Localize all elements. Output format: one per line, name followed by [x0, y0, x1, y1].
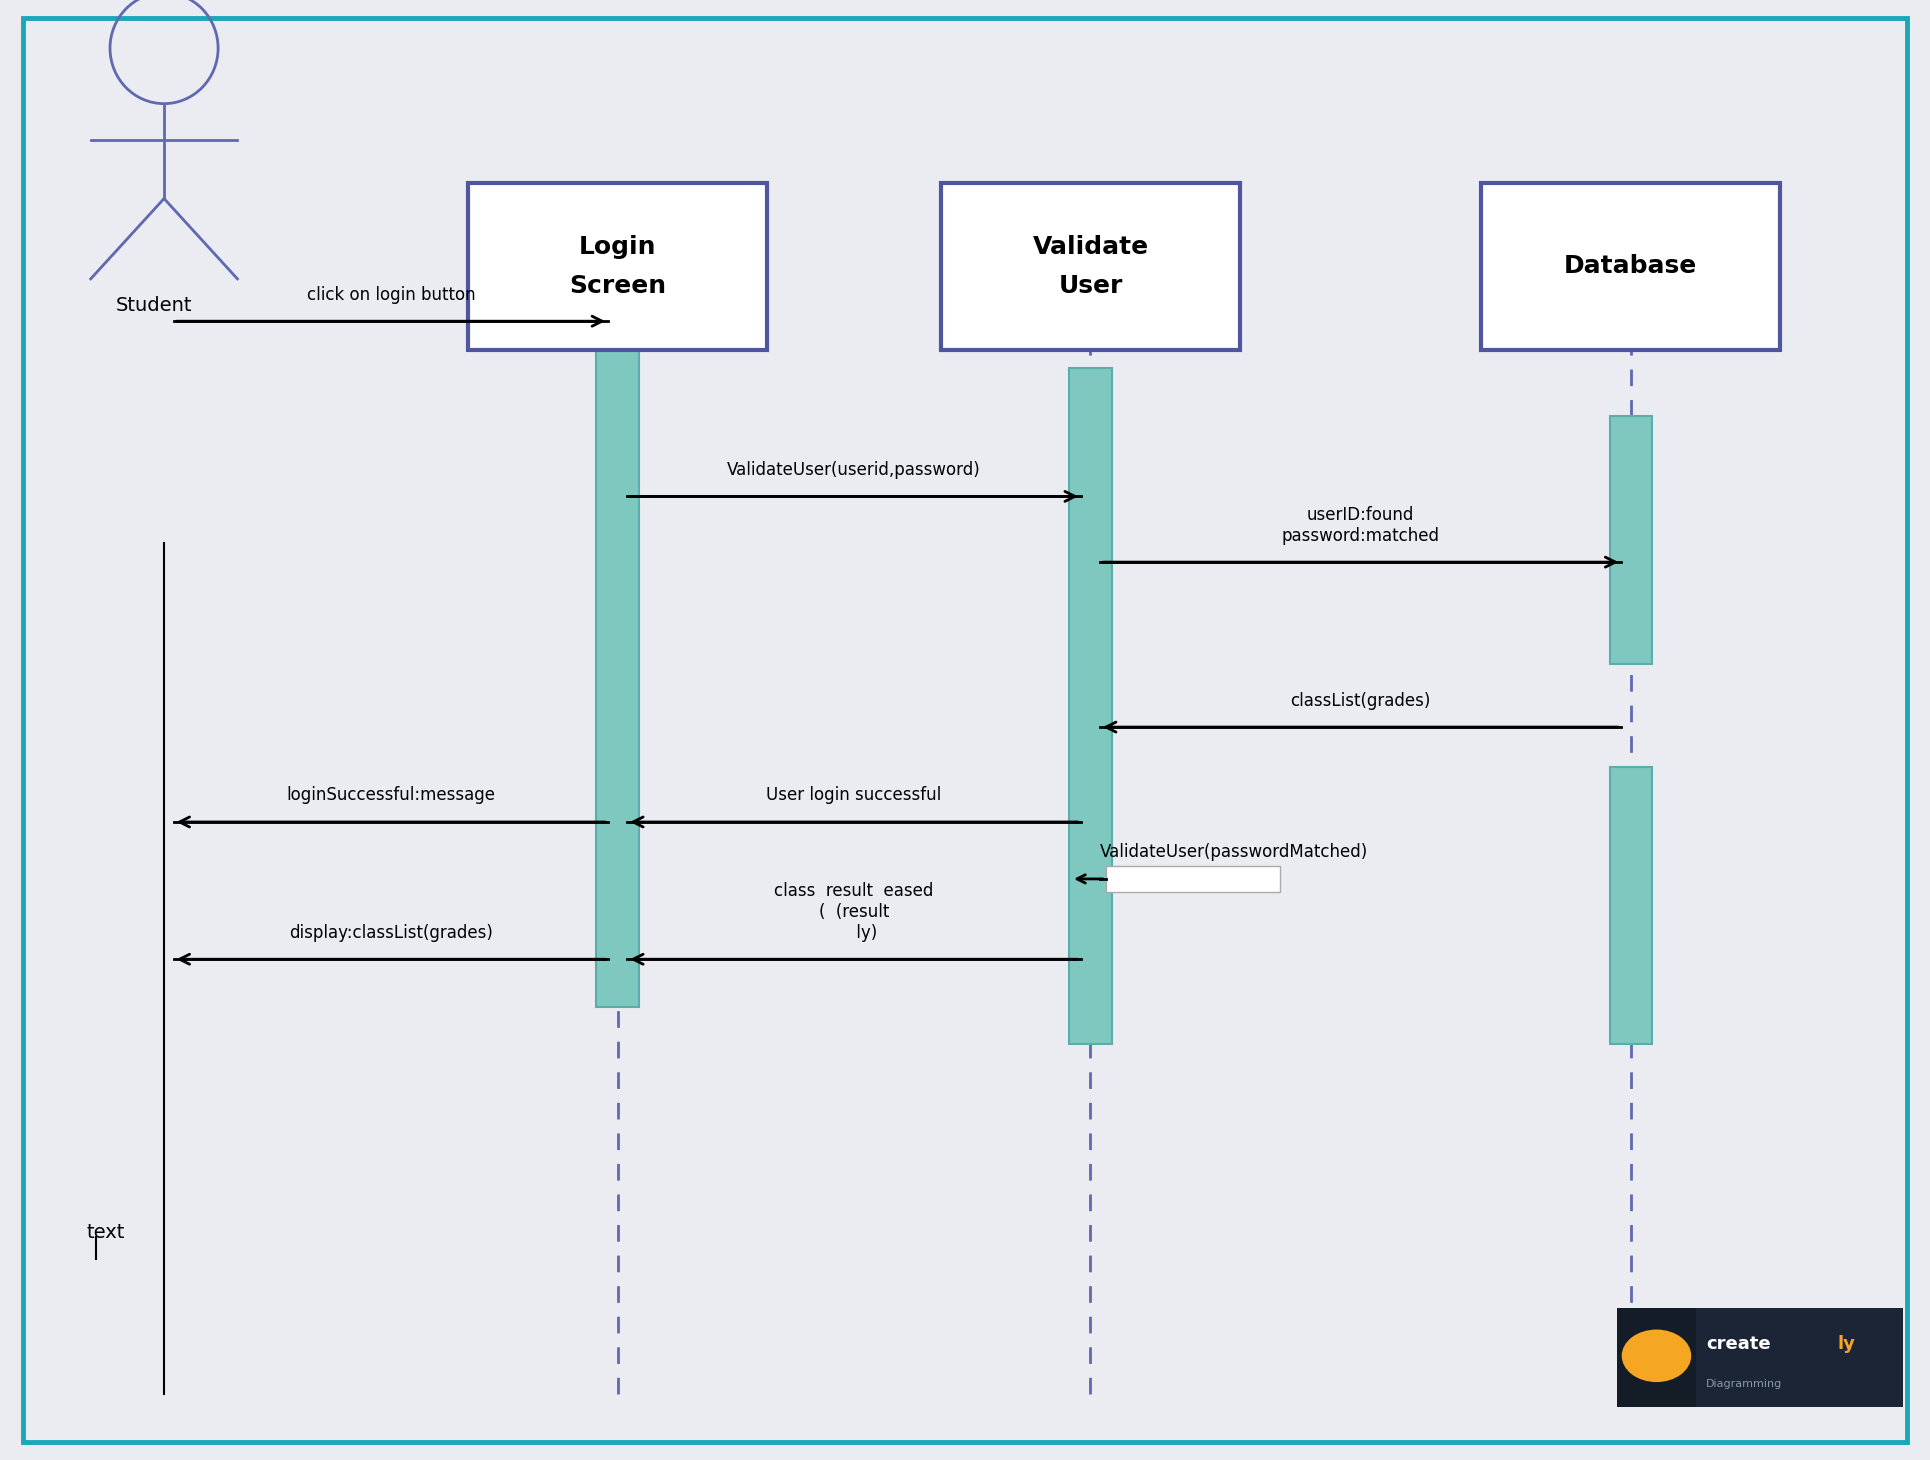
- Text: click on login button: click on login button: [307, 286, 475, 304]
- Text: classList(grades): classList(grades): [1291, 692, 1430, 710]
- Text: Database: Database: [1563, 254, 1698, 279]
- Bar: [1480, 182, 1779, 350]
- Text: Login
Screen: Login Screen: [569, 235, 666, 298]
- Bar: [1617, 1308, 1903, 1407]
- Bar: [1610, 766, 1652, 1044]
- Text: ly: ly: [1837, 1334, 1855, 1353]
- Bar: [1069, 368, 1112, 1044]
- Text: Validate
User: Validate User: [1033, 235, 1148, 298]
- Text: create: create: [1706, 1334, 1770, 1353]
- Bar: [1610, 416, 1652, 664]
- Bar: [1617, 1308, 1696, 1407]
- Bar: [940, 182, 1239, 350]
- Text: ValidateUser(userid,password): ValidateUser(userid,password): [728, 461, 980, 479]
- Text: Diagramming: Diagramming: [1706, 1378, 1781, 1388]
- Text: class  result  eased
(  (result
     ly): class result eased ( (result ly): [774, 882, 934, 942]
- Text: loginSuccessful:message: loginSuccessful:message: [286, 787, 496, 804]
- Circle shape: [1621, 1330, 1691, 1383]
- Text: ValidateUser(passwordMatched): ValidateUser(passwordMatched): [1100, 844, 1368, 861]
- Bar: [596, 298, 639, 1007]
- Text: userID:found
password:matched: userID:found password:matched: [1282, 505, 1440, 545]
- Bar: [467, 182, 766, 350]
- Bar: [1106, 866, 1280, 892]
- Text: display:classList(grades): display:classList(grades): [290, 924, 492, 942]
- Text: User login successful: User login successful: [766, 787, 942, 804]
- Text: Student: Student: [116, 296, 193, 315]
- Text: text: text: [87, 1222, 125, 1242]
